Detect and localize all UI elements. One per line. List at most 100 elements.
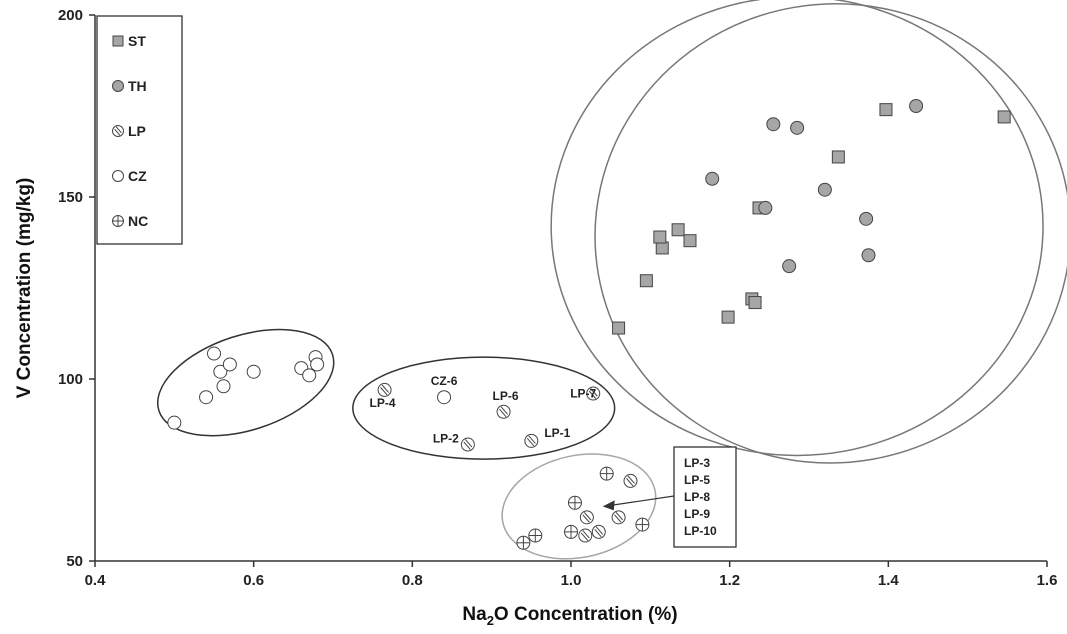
marker-slash: [615, 511, 624, 521]
point-cz: [246, 364, 261, 379]
callout-label: LP-3: [684, 456, 710, 470]
marker-shape: [216, 379, 231, 394]
marker-shape: [683, 234, 697, 248]
point-cz: [213, 364, 228, 379]
marker-slash: [464, 439, 473, 448]
annotation-label: LP-2: [433, 432, 459, 446]
x-tick-label: 1.0: [561, 572, 582, 589]
marker-shape: [671, 223, 685, 237]
point-th: [790, 120, 805, 135]
point-th: [861, 248, 876, 263]
marker-shape: [199, 390, 214, 405]
point-nc: [564, 524, 578, 539]
ellipse-lp-group: [352, 356, 616, 460]
y-tick-label: 100: [58, 371, 83, 388]
marker-shape: [861, 248, 876, 263]
ellipse-st-group: [550, 0, 1044, 457]
marker-shape: [496, 404, 511, 419]
point-lp: [579, 510, 594, 525]
callout-label: LP-10: [684, 524, 717, 538]
marker-shape: [782, 259, 797, 274]
point-cz: [216, 379, 231, 394]
legend-marker-cz: [112, 170, 124, 182]
legend-label-lp: LP: [128, 123, 146, 139]
axes: 0.4 0.6 0.8 1.0 1.2 1.4 1.6 50 100 150 200: [58, 7, 1057, 589]
point-st: [612, 321, 626, 335]
marker-shape: [460, 437, 475, 452]
marker-shape: [612, 321, 626, 335]
point-nc: [516, 535, 531, 550]
marker-shape: [790, 120, 805, 135]
y-axis-title: V Concentration (mg/kg): [14, 178, 35, 399]
marker-slash: [627, 475, 635, 484]
callout-label: LP-8: [684, 490, 710, 504]
marker-shape: [112, 170, 124, 182]
x-tick-label: 1.4: [878, 572, 900, 589]
marker-shape: [246, 364, 261, 379]
marker-shape: [758, 200, 773, 215]
marker-slash: [463, 441, 471, 450]
marker-shape: [213, 364, 228, 379]
point-th: [817, 182, 832, 197]
callout: LP-3 LP-5 LP-8 LP-9 LP-10: [602, 446, 737, 548]
legend-marker-st: [112, 35, 124, 47]
x-tick-label: 1.6: [1037, 572, 1058, 589]
annotation-label: LP-4: [370, 396, 396, 410]
callout-label: LP-5: [684, 473, 710, 487]
marker-shape: [167, 415, 182, 430]
point-lp: [591, 524, 606, 539]
marker-slash: [583, 511, 592, 521]
legend-box: [96, 15, 183, 245]
point-th: [758, 200, 773, 215]
marker-shape: [222, 357, 237, 372]
marker-slash: [595, 526, 604, 535]
point-cz: [302, 368, 317, 383]
legend-marker-th: [112, 80, 124, 92]
ellipse-nc-group: [501, 453, 657, 560]
point-st: [997, 110, 1011, 124]
marker-slash: [588, 390, 597, 399]
marker-slash: [381, 384, 389, 393]
marker-slash: [115, 126, 122, 134]
marker-shape: [112, 35, 124, 47]
point-nc: [635, 517, 650, 532]
callout-arrowhead: [602, 500, 615, 511]
marker-shape: [653, 230, 667, 244]
x-tick-label: 0.4: [85, 572, 107, 589]
point-lp: [586, 386, 601, 401]
legend-label-th: TH: [128, 78, 147, 94]
legend-marker-nc: [112, 215, 124, 227]
point-cz: [437, 390, 452, 405]
annotation-label: LP-6: [493, 389, 519, 403]
point-th: [766, 117, 781, 132]
marker-shape: [997, 110, 1011, 124]
marker-slash: [582, 530, 590, 539]
point-nc: [528, 528, 543, 543]
point-st: [879, 103, 893, 117]
marker-shape: [578, 528, 593, 543]
x-tick-label: 0.6: [243, 572, 264, 589]
marker-shape: [310, 357, 325, 372]
marker-shape: [721, 310, 735, 324]
point-st: [639, 274, 653, 288]
marker-shape: [586, 386, 601, 401]
callout-arrow-line: [610, 495, 675, 506]
point-lp: [524, 433, 539, 448]
point-cz: [199, 390, 214, 405]
point-annotations: LP-4 CZ-6 LP-6 LP-7 LP-2 LP-1: [370, 374, 597, 445]
marker-shape: [831, 150, 845, 164]
marker-shape: [302, 368, 317, 383]
marker-shape: [909, 99, 924, 113]
point-st: [655, 241, 669, 255]
legend-label-st: ST: [128, 33, 146, 49]
y-tick-label: 50: [66, 553, 83, 570]
marker-slash: [499, 408, 507, 418]
marker-shape: [437, 390, 452, 405]
marker-slash: [114, 128, 121, 136]
marker-shape: [766, 117, 781, 132]
marker-slash: [594, 529, 602, 538]
point-cz: [167, 415, 182, 430]
marker-shape: [879, 103, 893, 117]
x-tick-label: 1.2: [719, 572, 740, 589]
x-tick-label: 0.8: [402, 572, 423, 589]
